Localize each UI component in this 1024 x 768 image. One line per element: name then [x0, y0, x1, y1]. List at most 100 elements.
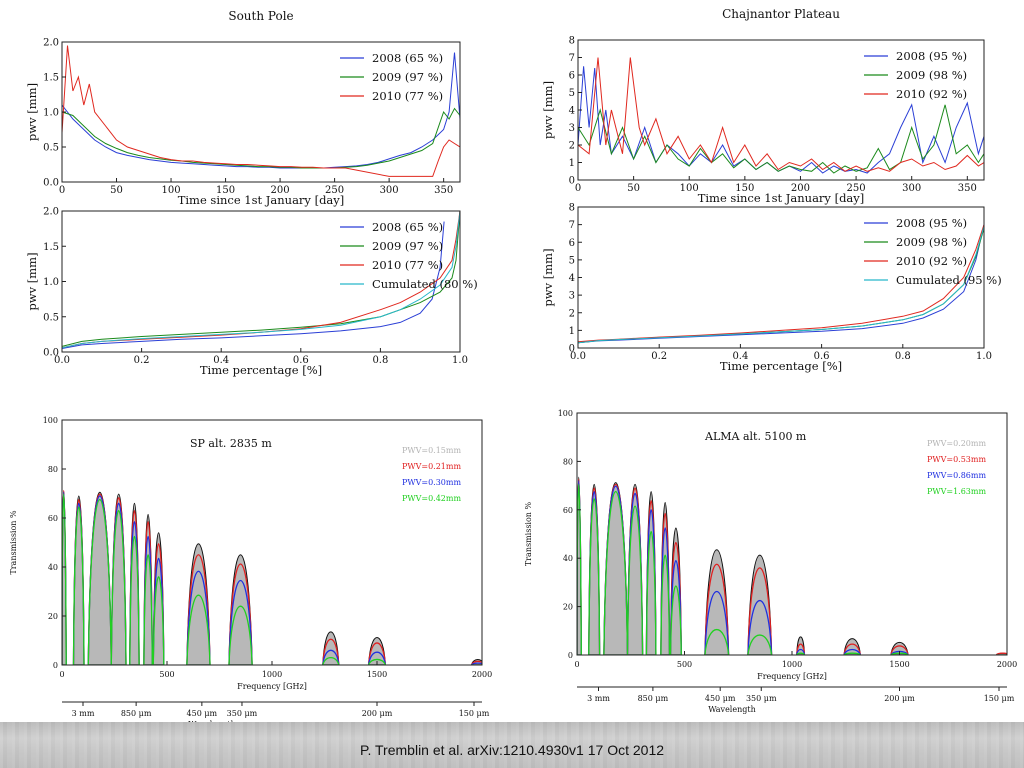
x-tick-label: 500: [159, 670, 174, 679]
x-tick-label: 1.0: [452, 355, 468, 366]
chaj_time-chart: Chajnantor Plateau 0 50 100 150 200 250 300 350 0…: [541, 7, 985, 205]
y-tick-label: 1.0: [43, 108, 59, 119]
series-line-3: [62, 211, 460, 349]
x-tick-label: 50: [627, 183, 640, 194]
y-tick-label: 2: [569, 141, 575, 152]
x-tick-label: 1.0: [976, 351, 992, 362]
y-tick-label: 20: [563, 603, 573, 612]
x-tick-label: 150: [735, 183, 754, 194]
y-tick-label: 1.0: [43, 277, 59, 288]
y-tick-label: 2.0: [43, 38, 59, 49]
legend-label: PWV=0.30mm: [402, 478, 461, 487]
legend-label: PWV=0.53mm: [927, 455, 986, 464]
y-tick-label: 6: [569, 238, 575, 249]
legend-label: 2009 (97 %): [372, 70, 443, 84]
sp_time-chart: South Pole 0 50 100 150 200 250 300 350 0.0 0.5 1.0…: [25, 9, 461, 207]
legend-label: PWV=0.20mm: [927, 439, 986, 448]
y-tick-label: 7: [569, 53, 575, 64]
x-tick-label: 1000: [262, 670, 282, 679]
y-axis-label: pwv [mm]: [541, 81, 555, 139]
y-tick-label: 60: [48, 514, 58, 523]
y-tick-label: 0: [53, 661, 58, 670]
wavelength-tick-label: 450 μm: [187, 709, 218, 718]
legend-label: Cumulated (95 %): [896, 273, 1002, 287]
y-tick-label: 60: [563, 506, 573, 515]
x-tick-label: 100: [161, 185, 180, 196]
legend-label: PWV=0.21mm: [402, 462, 461, 471]
wavelength-tick-label: 150 μm: [984, 694, 1015, 703]
legend-label: 2008 (95 %): [896, 49, 967, 63]
wavelength-tick-label: 150 μm: [459, 709, 490, 718]
series-line-0: [62, 52, 460, 169]
x-axis-label: Time percentage [%]: [720, 359, 842, 373]
x-axis-label: Time percentage [%]: [200, 363, 322, 377]
sp_trans-chart: 0 500 1000 1500 2000 0 20 40 60 80 100 Frequency [G…: [9, 416, 492, 729]
legend-label: PWV=0.42mm: [402, 494, 461, 503]
y-tick-label: 5: [569, 255, 575, 266]
series-line-2: [62, 45, 460, 177]
x-tick-label: 0: [574, 660, 579, 669]
legend-label: PWV=0.86mm: [927, 471, 986, 480]
x-tick-label: 1000: [782, 660, 802, 669]
y-tick-label: 100: [43, 416, 58, 425]
wavelength-tick-label: 450 μm: [705, 694, 736, 703]
y-axis-label: pwv [mm]: [541, 248, 555, 306]
transmission-curve-2: [62, 491, 482, 665]
wavelength-tick-label: 350 μm: [227, 709, 258, 718]
series-line-3: [578, 226, 984, 344]
x-tick-label: 350: [434, 185, 453, 196]
x-tick-label: 0.2: [134, 355, 150, 366]
legend-label: 2010 (77 %): [372, 258, 443, 272]
wavelength-tick-label: 3 mm: [72, 709, 95, 718]
y-tick-label: 0.0: [43, 178, 59, 189]
wavelength-axis-label: Wavelength: [708, 705, 755, 714]
y-tick-label: 1.5: [43, 73, 59, 84]
x-tick-label: 50: [110, 185, 123, 196]
x-axis-label: Time since 1st January [day]: [698, 191, 865, 205]
y-tick-label: 0: [569, 176, 575, 187]
wavelength-tick-label: 200 μm: [884, 694, 915, 703]
wavelength-tick-label: 200 μm: [362, 709, 393, 718]
wavelength-tick-label: 850 μm: [121, 709, 152, 718]
transmission-curve-2: [577, 480, 1007, 655]
legend-label: 2008 (95 %): [896, 216, 967, 230]
x-tick-label: 1500: [889, 660, 909, 669]
y-tick-label: 0.5: [43, 312, 59, 323]
y-tick-label: 2.0: [43, 207, 59, 218]
x-tick-label: 0.0: [570, 351, 586, 362]
y-axis-label: Transmission %: [524, 501, 533, 566]
x-tick-label: 0.6: [293, 355, 309, 366]
wavelength-tick-label: 3 mm: [587, 694, 610, 703]
x-tick-label: 0: [575, 183, 581, 194]
x-tick-label: 0: [59, 185, 65, 196]
legend-label: 2008 (65 %): [372, 51, 443, 65]
y-tick-label: 4: [569, 106, 575, 117]
y-tick-label: 7: [569, 220, 575, 231]
x-tick-label: 0.8: [895, 351, 911, 362]
x-tick-label: 200: [271, 185, 290, 196]
citation-text: P. Tremblin et al. arXiv:1210.4930v1 17 …: [359, 742, 665, 758]
x-tick-label: 0.4: [213, 355, 229, 366]
x-tick-label: 250: [847, 183, 866, 194]
x-tick-label: 300: [380, 185, 399, 196]
site-annotation: SP alt. 2835 m: [190, 437, 272, 450]
legend-label: 2008 (65 %): [372, 220, 443, 234]
series-line-0: [578, 66, 984, 174]
y-tick-label: 80: [48, 465, 58, 474]
y-tick-label: 5: [569, 88, 575, 99]
x-tick-label: 2000: [997, 660, 1017, 669]
y-tick-label: 20: [48, 612, 58, 621]
y-tick-label: 0: [569, 344, 575, 355]
y-tick-label: 1: [569, 326, 575, 337]
wavelength-tick-label: 850 μm: [638, 694, 669, 703]
legend-label: 2010 (77 %): [372, 89, 443, 103]
x-tick-label: 1500: [367, 670, 387, 679]
y-tick-label: 8: [569, 36, 575, 47]
y-axis-label: Transmission %: [9, 510, 18, 575]
y-tick-label: 0.5: [43, 143, 59, 154]
x-tick-label: 300: [902, 183, 921, 194]
y-tick-label: 3: [569, 291, 575, 302]
y-tick-label: 80: [563, 457, 573, 466]
transmission-curve-3: [62, 493, 482, 665]
